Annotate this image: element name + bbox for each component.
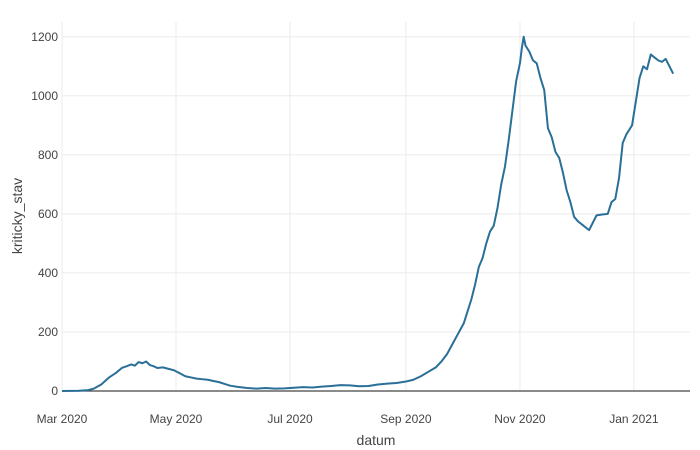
x-tick-label: Jan 2021 bbox=[609, 412, 659, 426]
series-layer bbox=[61, 35, 675, 392]
x-tick-label: Mar 2020 bbox=[37, 412, 88, 426]
y-tick-label: 1000 bbox=[31, 89, 58, 103]
series-line bbox=[61, 35, 675, 392]
y-tick-label: 600 bbox=[38, 207, 58, 221]
y-tick-label: 0 bbox=[51, 384, 58, 398]
y-tick-label: 200 bbox=[38, 325, 58, 339]
y-axis-title: kriticky_stav bbox=[9, 178, 25, 254]
y-tick-label: 1200 bbox=[31, 30, 58, 44]
y-tick-label: 400 bbox=[38, 266, 58, 280]
y-tick-label: 800 bbox=[38, 148, 58, 162]
x-axis-title: datum bbox=[357, 432, 396, 448]
grid-layer bbox=[61, 22, 690, 392]
x-tick-label: Jul 2020 bbox=[267, 412, 313, 426]
tick-layer: Mar 2020 May 2020 Jul 2020 Sep 2020 Nov 2020… bbox=[31, 30, 659, 426]
x-tick-label: Sep 2020 bbox=[380, 412, 432, 426]
x-tick-label: May 2020 bbox=[150, 412, 203, 426]
x-tick-label: Nov 2020 bbox=[494, 412, 546, 426]
